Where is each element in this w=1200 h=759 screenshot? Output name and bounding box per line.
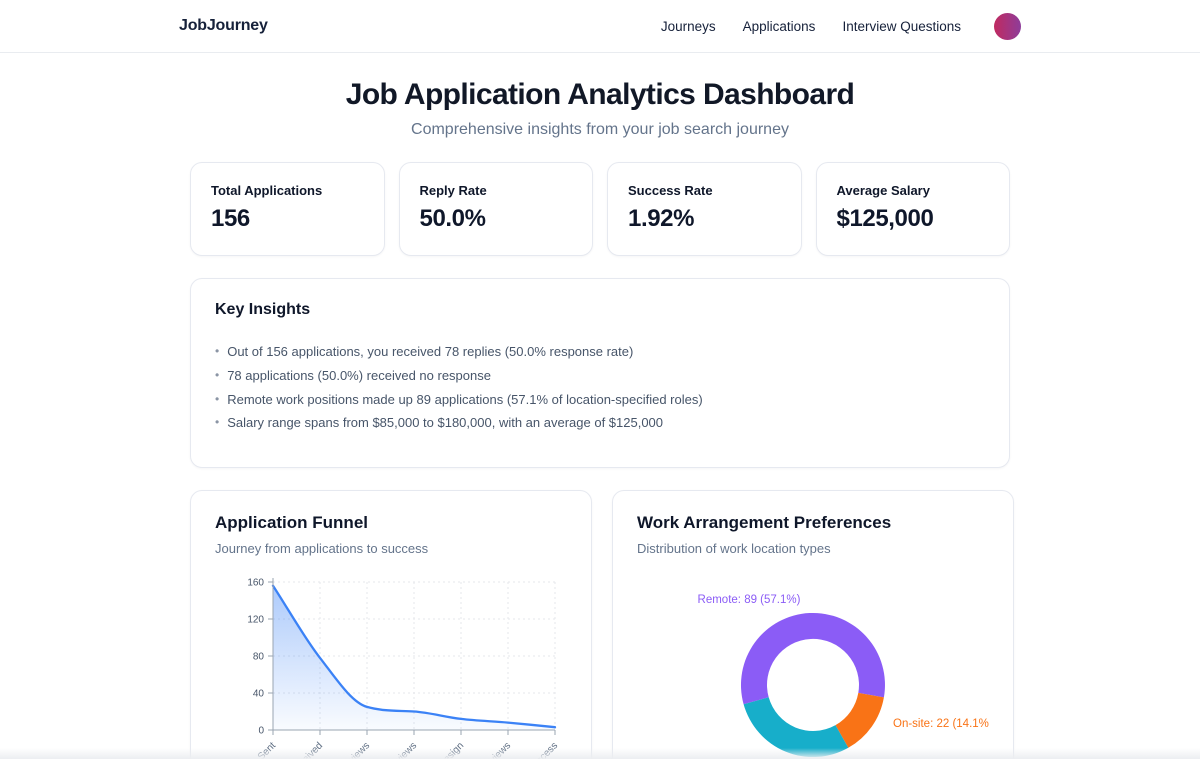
donut-chart-title: Work Arrangement Preferences <box>637 513 892 532</box>
x-axis-tick-label: Applications Sent <box>216 740 279 759</box>
nav-item-journeys[interactable]: Journeys <box>660 18 716 34</box>
nav-links: Journeys Applications Interview Question… <box>660 12 1021 40</box>
stat-label: Reply Rate <box>419 183 487 198</box>
insight-item: • Out of 156 applications, you received 7… <box>215 344 985 360</box>
donut-chart-svg: Remote: 89 (57.1%)On-site: 22 (14.1%)Hyb… <box>698 594 993 758</box>
stat-value: 156 <box>211 205 250 232</box>
stat-label: Success Rate <box>628 183 713 198</box>
key-insights-card: Key Insights • Out of 156 applications, y… <box>190 278 1010 468</box>
nav-item-applications[interactable]: Applications <box>742 18 816 34</box>
bullet-icon: • <box>215 391 220 406</box>
stat-label: Total Applications <box>211 183 323 198</box>
y-axis-tick-label: 120 <box>247 615 264 626</box>
stat-value: $125,000 <box>836 205 934 232</box>
stat-card-reply-rate: Reply Rate 50.0% <box>398 162 593 256</box>
key-insights-title: Key Insights <box>215 301 311 318</box>
bullet-icon: • <box>215 415 220 430</box>
insight-item: • 78 applications (50.0%) received no res… <box>215 368 985 384</box>
y-axis-tick-label: 80 <box>253 652 265 663</box>
user-avatar[interactable] <box>994 12 1021 40</box>
stats-row: Total Applications 156 Reply Rate 50.0% Succ… <box>190 162 1010 256</box>
dashboard-main: Job Application Analytics Dashboard Comp… <box>190 78 1014 759</box>
funnel-chart-subtitle: Journey from applications to success <box>215 541 429 556</box>
insight-item: • Salary range spans from $85,000 to $180… <box>215 415 985 431</box>
key-insights-list: • Out of 156 applications, you received 7… <box>215 344 985 432</box>
work-arrangement-card: Work Arrangement Preferences Distributio… <box>612 490 1014 759</box>
stat-card-average-salary: Average Salary $125,000 <box>815 162 1010 256</box>
insight-text: 78 applications (50.0%) received no resp… <box>227 367 491 383</box>
funnel-chart-svg: 04080120160Applications SentReplies Rece… <box>216 578 561 759</box>
stat-card-total-applications: Total Applications 156 <box>190 162 385 256</box>
page-subtitle: Comprehensive insights from your job sea… <box>411 121 789 138</box>
stat-card-success-rate: Success Rate 1.92% <box>607 162 802 256</box>
x-axis-tick-label: Success <box>526 740 561 759</box>
donut-segment-hybrid[interactable] <box>743 697 849 758</box>
top-navbar: JobJourney Journeys Applications Intervi… <box>0 0 1200 53</box>
bullet-icon: • <box>215 344 220 358</box>
y-axis-tick-label: 40 <box>253 689 265 700</box>
bullet-icon: • <box>215 367 220 382</box>
charts-row: Application Funnel Journey from applicat… <box>190 490 1014 759</box>
funnel-chart-title: Application Funnel <box>215 513 368 532</box>
donut-label-remote: Remote: 89 (57.1%) <box>698 594 801 606</box>
logo-jobjourney[interactable]: JobJourney <box>179 17 268 34</box>
donut-segment-remote[interactable] <box>740 612 885 705</box>
work-arrangement-donut-chart: Remote: 89 (57.1%)On-site: 22 (14.1%)Hyb… <box>637 570 993 759</box>
insight-item: • Remote work positions made up 89 applic… <box>215 392 985 408</box>
page-title: Job Application Analytics Dashboard <box>345 78 855 111</box>
stat-label: Average Salary <box>836 183 930 198</box>
y-axis-tick-label: 160 <box>247 578 264 589</box>
stat-value: 1.92% <box>628 205 695 232</box>
y-axis-tick-label: 0 <box>258 726 264 737</box>
x-axis-tick-label: System Design <box>411 740 466 759</box>
insight-text: Salary range spans from $85,000 to $180,… <box>227 415 664 431</box>
funnel-area-chart: 04080120160Applications SentReplies Rece… <box>215 570 567 759</box>
donut-chart-subtitle: Distribution of work location types <box>637 541 831 556</box>
nav-item-interview-questions[interactable]: Interview Questions <box>842 18 961 34</box>
insight-text: Remote work positions made up 89 applica… <box>227 391 703 407</box>
donut-label-on-site: On-site: 22 (14.1%) <box>893 718 989 730</box>
application-funnel-card: Application Funnel Journey from applicat… <box>190 490 592 759</box>
insight-text: Out of 156 applications, you received 78… <box>227 344 634 359</box>
stat-value: 50.0% <box>419 205 486 232</box>
donut-segment-on-site[interactable] <box>835 692 884 748</box>
